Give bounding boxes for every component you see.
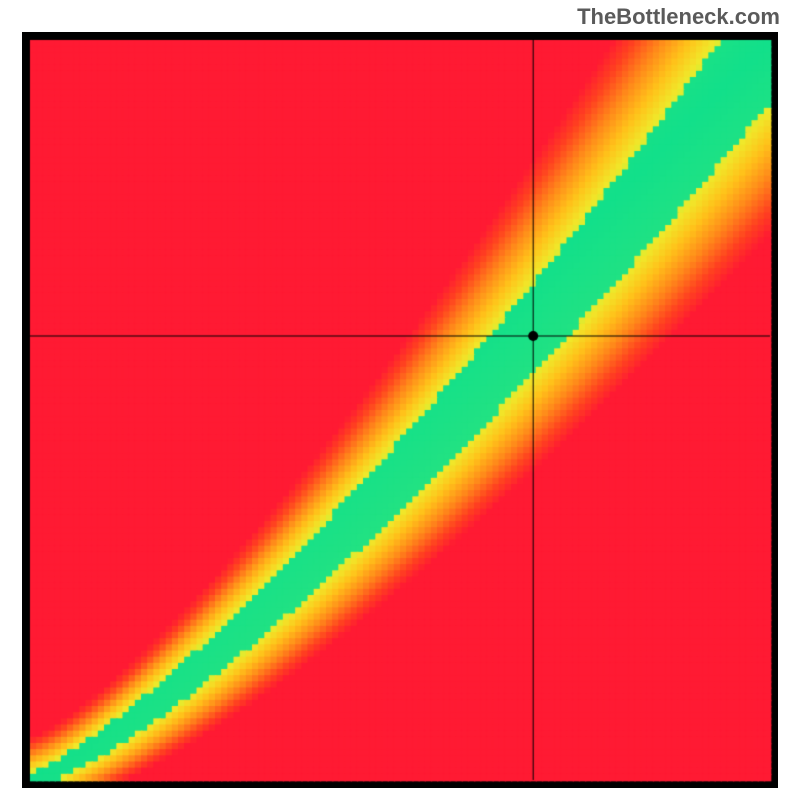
watermark-text: TheBottleneck.com	[577, 4, 780, 30]
heatmap-plot	[22, 32, 778, 788]
heatmap-canvas	[22, 32, 778, 788]
